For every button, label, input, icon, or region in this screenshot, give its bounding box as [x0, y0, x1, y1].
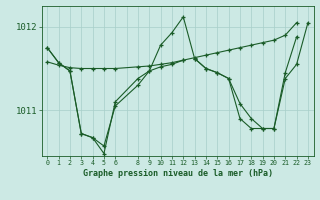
X-axis label: Graphe pression niveau de la mer (hPa): Graphe pression niveau de la mer (hPa) — [83, 169, 273, 178]
